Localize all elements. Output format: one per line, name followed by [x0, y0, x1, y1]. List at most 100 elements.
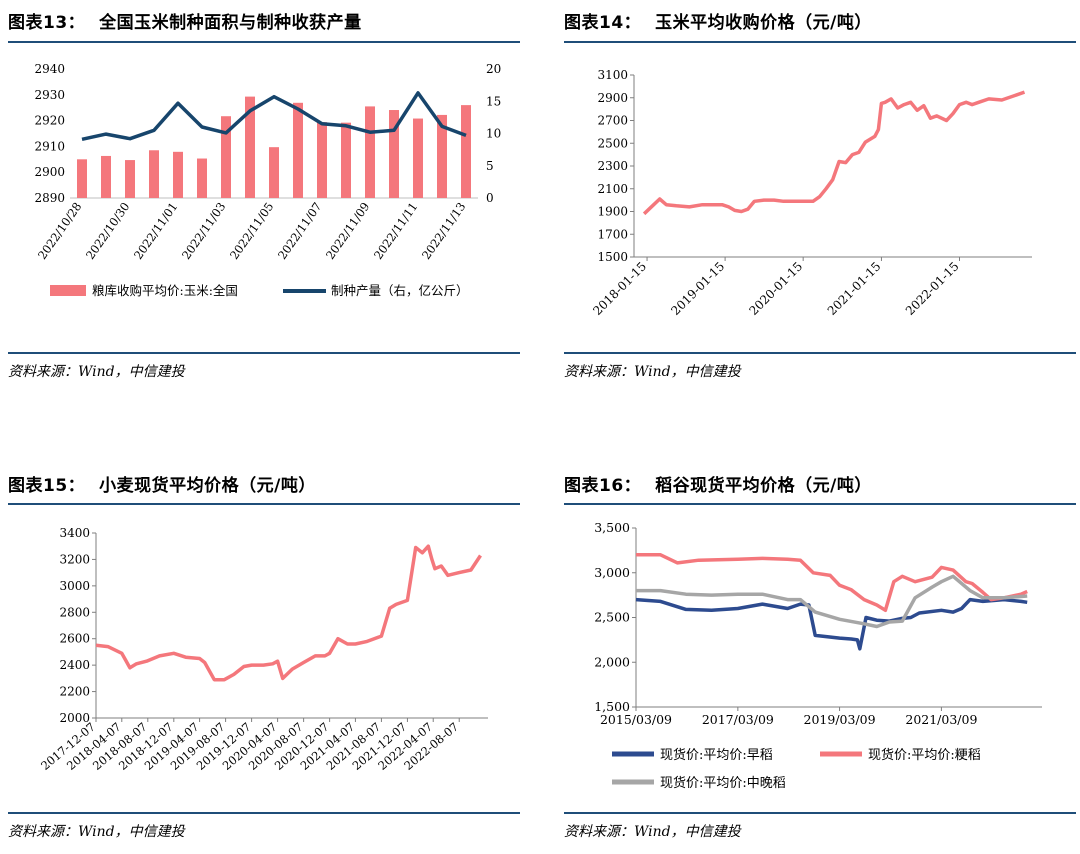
source-note: 资料来源：Wind，中信建投 [8, 824, 185, 840]
chart-title-text: 全国玉米制种面积与制种收获产量 [99, 13, 362, 33]
chart-title-text: 稻谷现货平均价格（元/吨） [655, 476, 872, 496]
chart-number: 图表14： [564, 13, 642, 33]
y-tick-label: 3000 [59, 579, 90, 593]
chart-15: 200022002400260028003000320034002017-12-… [38, 526, 488, 773]
y-tick-label: 1500 [597, 250, 628, 264]
chart-14: 1500 1700 1900 2100 2300 2500 2700 2900 3100 2018… [590, 68, 1032, 318]
x-tick-label: 2022/10/28 [35, 200, 84, 262]
series-line [635, 597, 1028, 651]
y-left-tick-label: 2920 [34, 114, 65, 128]
source-rule [564, 352, 1076, 354]
x-tick-label: 2021-01-15 [825, 259, 884, 318]
chart-title-text: 玉米平均收购价格（元/吨） [655, 13, 872, 33]
bar [437, 114, 447, 198]
source-note: 资料来源：Wind，中信建投 [564, 824, 741, 840]
chart-13: 2890 2900 2910 2920 2930 2940 0 5 10 15 20 2022/10/… [34, 62, 501, 298]
source-note: 资料来源：Wind，中信建投 [8, 364, 185, 380]
y-left-tick-label: 2890 [34, 191, 65, 205]
legend-label: 现货价:平均价:早稻 [660, 747, 773, 763]
y-tick-label: 2100 [597, 182, 628, 196]
y-tick-label: 3400 [59, 526, 90, 540]
bar [341, 122, 351, 198]
chart-title: 图表14： 玉米平均收购价格（元/吨） [564, 8, 872, 38]
legend-label: 制种产量（右，亿公斤） [331, 283, 469, 298]
chart-16: 1,500 2,000 2,500 3,000 3,500 2015/03/09 2017/… [594, 520, 1042, 791]
x-tick-label: 2019-01-15 [668, 259, 727, 318]
legend-label: 粮库收购平均价:玉米:全国 [92, 283, 238, 298]
x-tick-label: 2015/03/09 [600, 712, 672, 727]
y-left-tick-label: 2900 [34, 165, 65, 179]
y-tick-label: 3,000 [594, 565, 630, 580]
chart-number: 图表16： [564, 476, 642, 496]
y-tick-label: 2,500 [594, 610, 630, 625]
source-note: 资料来源：Wind，中信建投 [564, 364, 741, 380]
bar [221, 116, 231, 198]
bar [101, 155, 111, 198]
bar [149, 150, 159, 198]
x-tick-label: 2022/11/09 [323, 200, 372, 262]
y-tick-label: 3100 [597, 68, 628, 82]
x-tick-label: 2018-01-15 [590, 259, 649, 318]
chart-title-text: 小麦现货平均价格（元/吨） [99, 476, 316, 496]
x-tick-label: 2022/10/30 [83, 200, 132, 262]
series-line [95, 544, 482, 682]
y-tick-label: 2400 [59, 658, 90, 672]
y-tick-label: 2,000 [594, 654, 630, 669]
legend-swatch-bar [50, 285, 86, 296]
chart-title: 图表16： 稻谷现货平均价格（元/吨） [564, 471, 872, 501]
title-rule [564, 503, 1076, 505]
chart-number: 图表13： [8, 13, 86, 33]
bar [413, 118, 423, 198]
bar [389, 110, 399, 198]
x-tick-label: 2022/11/05 [227, 200, 276, 262]
bar [173, 151, 183, 198]
y-tick-label: 2900 [597, 91, 628, 105]
title-rule [8, 503, 520, 505]
y-tick-label: 1,500 [594, 699, 630, 714]
y-tick-label: 2200 [59, 685, 90, 699]
y-right-tick-label: 5 [486, 159, 494, 173]
bar [77, 159, 87, 198]
x-tick-label: 2022/11/03 [179, 200, 228, 262]
y-tick-label: 3200 [59, 552, 90, 566]
y-tick-label: 3,500 [594, 520, 630, 535]
series-line [636, 553, 1028, 613]
legend-label: 现货价:平均价:中晚稻 [660, 775, 786, 791]
bar [365, 106, 375, 198]
bar [269, 147, 279, 198]
source-rule [8, 812, 520, 814]
y-right-tick-label: 20 [486, 62, 501, 76]
x-tick-label: 2022/11/11 [371, 200, 420, 262]
y-left-tick-label: 2910 [34, 139, 65, 153]
x-tick-label: 2022/11/07 [275, 200, 324, 262]
x-tick-label: 2022/11/13 [419, 200, 468, 262]
y-tick-label: 2000 [59, 711, 90, 725]
y-tick-label: 2800 [59, 605, 90, 619]
y-right-tick-label: 0 [486, 191, 494, 205]
chart-number: 图表15： [8, 476, 86, 496]
bar [245, 96, 255, 198]
x-tick-label: 2022/11/01 [131, 200, 180, 262]
source-rule [564, 812, 1076, 814]
y-tick-label: 2500 [597, 136, 628, 150]
x-tick-label: 2022-01-15 [903, 259, 962, 318]
chart-title: 图表13： 全国玉米制种面积与制种收获产量 [8, 8, 362, 38]
title-rule [564, 41, 1076, 43]
chart-title: 图表15： 小麦现货平均价格（元/吨） [8, 471, 316, 501]
x-tick-label: 2020-01-15 [746, 259, 805, 318]
series-line [636, 574, 1028, 629]
series-line [81, 91, 467, 142]
x-tick-label: 2017/03/09 [702, 712, 774, 727]
y-tick-label: 1700 [597, 227, 628, 241]
series-line [642, 90, 1026, 216]
y-left-tick-label: 2940 [34, 62, 65, 76]
y-tick-label: 1900 [597, 205, 628, 219]
legend-label: 现货价:平均价:粳稻 [868, 747, 981, 763]
y-left-tick-label: 2930 [34, 88, 65, 102]
bar [293, 102, 303, 198]
y-tick-label: 2300 [597, 159, 628, 173]
title-rule [8, 41, 520, 43]
bar [461, 105, 471, 198]
source-rule [8, 352, 520, 354]
bar [197, 158, 207, 198]
